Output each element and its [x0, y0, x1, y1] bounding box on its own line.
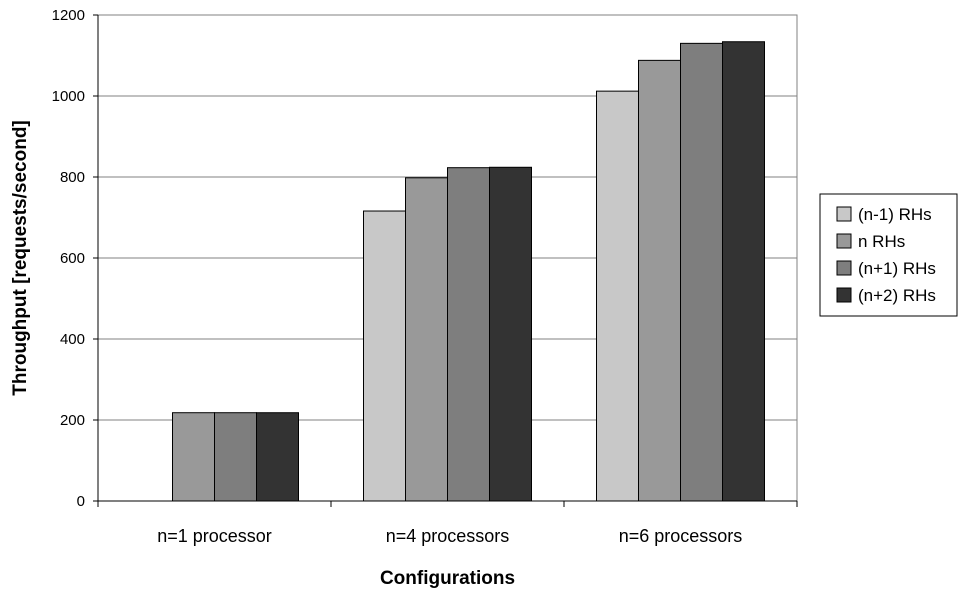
bar	[214, 412, 257, 502]
bar	[638, 59, 681, 502]
bar	[363, 210, 406, 502]
legend: (n-1) RHs n RHs (n+1) RHs (n+2) RHs	[819, 193, 958, 317]
x-category-label: n=4 processors	[386, 526, 510, 546]
y-tick-label: 200	[60, 412, 85, 429]
bar	[489, 166, 532, 502]
legend-label: (n+2) RHs	[858, 286, 936, 305]
x-category-labels: n=1 processor n=4 processors n=6 processor…	[157, 526, 742, 546]
bar	[447, 167, 490, 502]
x-category-label: n=1 processor	[157, 526, 272, 546]
y-tick-labels: 0 200 400 600 800 1000 1200	[52, 7, 85, 510]
legend-swatch	[836, 287, 852, 303]
bar	[172, 412, 215, 502]
legend-swatch	[836, 206, 852, 222]
bar	[722, 41, 765, 502]
y-tick-label: 0	[77, 493, 85, 510]
y-tick-label: 800	[60, 169, 85, 186]
y-tick-label: 600	[60, 250, 85, 267]
axes	[93, 14, 798, 507]
y-tick-label: 1000	[52, 88, 85, 105]
legend-label: (n-1) RHs	[858, 205, 932, 224]
bar	[680, 42, 723, 502]
y-tick-label: 400	[60, 331, 85, 348]
bar	[596, 90, 639, 502]
x-category-label: n=6 processors	[619, 526, 743, 546]
y-axis-title: Throughput [requests/second]	[10, 120, 31, 396]
legend-swatch	[836, 260, 852, 276]
bar	[256, 412, 299, 502]
y-tick-label: 1200	[52, 7, 85, 24]
legend-label: n RHs	[858, 232, 905, 251]
bar	[405, 177, 448, 502]
legend-label: (n+1) RHs	[858, 259, 936, 278]
legend-swatch	[836, 233, 852, 249]
x-axis-title: Configurations	[380, 568, 515, 589]
bars	[172, 41, 765, 502]
